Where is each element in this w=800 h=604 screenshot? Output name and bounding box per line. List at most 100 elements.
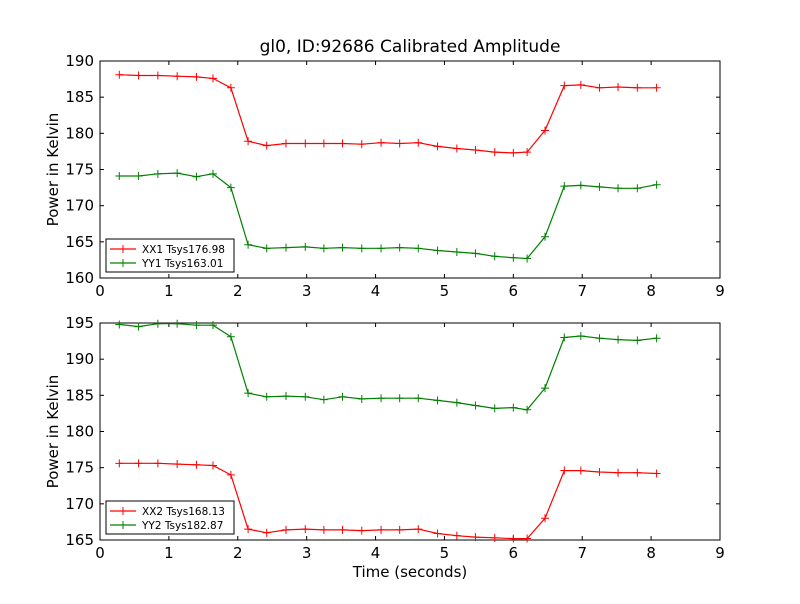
x-tick-label: 2 <box>233 282 243 300</box>
data-point <box>633 468 642 477</box>
data-point <box>395 243 404 252</box>
data-point <box>414 394 423 403</box>
data-point <box>452 398 461 407</box>
data-point <box>395 525 404 534</box>
data-point <box>192 460 201 469</box>
data-point <box>262 528 271 537</box>
data-point <box>414 244 423 253</box>
y-tick-label: 195 <box>65 314 94 332</box>
data-point <box>192 321 201 330</box>
y-tick-label: 160 <box>65 269 94 287</box>
legend-marker <box>119 521 127 529</box>
data-point <box>633 184 642 193</box>
x-tick-label: 6 <box>509 282 519 300</box>
data-point <box>560 182 569 191</box>
data-point <box>115 459 124 468</box>
data-point <box>471 533 480 542</box>
data-point <box>282 525 290 534</box>
x-tick-label: 5 <box>440 282 450 300</box>
data-point <box>208 169 217 178</box>
data-point <box>471 145 480 154</box>
data-point <box>173 460 182 469</box>
data-point <box>576 181 585 190</box>
data-point <box>433 396 442 405</box>
data-point <box>452 144 461 153</box>
data-point <box>414 525 423 534</box>
data-point <box>153 169 162 178</box>
data-point <box>262 392 271 401</box>
data-point <box>560 81 569 90</box>
data-point <box>338 139 347 148</box>
x-tick-label: 3 <box>302 282 312 300</box>
data-point <box>208 74 217 83</box>
bottom-panel: 0 1 2 3 4 5 6 7 8 9 165 170 175 180 185 190 195 Power in … <box>44 314 725 581</box>
x-tick-label: 8 <box>646 282 656 300</box>
data-point <box>414 138 423 147</box>
data-point <box>490 252 499 261</box>
data-point <box>523 534 532 543</box>
data-point <box>244 389 253 398</box>
data-point <box>319 244 328 253</box>
data-point <box>208 461 217 470</box>
data-point <box>173 72 182 81</box>
data-point <box>282 392 290 401</box>
data-point <box>614 83 623 92</box>
data-point <box>576 332 585 341</box>
data-point <box>301 242 310 251</box>
data-point <box>541 126 550 135</box>
data-point <box>226 83 235 92</box>
y-tick-label: 180 <box>65 124 94 142</box>
data-point <box>173 169 182 178</box>
data-point <box>192 172 201 181</box>
x-tick-label: 9 <box>715 544 725 562</box>
data-point <box>471 249 480 258</box>
data-point <box>652 334 661 343</box>
x-tick-label: 4 <box>371 544 381 562</box>
legend-label: YY1 Tsys163.01 <box>141 258 223 270</box>
data-point <box>595 468 604 477</box>
data-point <box>595 182 604 191</box>
data-point <box>377 244 386 253</box>
x-tick-label: 9 <box>715 282 725 300</box>
x-tick-label: 8 <box>646 544 656 562</box>
data-point <box>633 336 642 345</box>
data-point <box>576 80 585 89</box>
data-point <box>153 71 162 80</box>
data-point <box>490 533 499 542</box>
data-point <box>377 525 386 534</box>
data-point <box>338 525 347 534</box>
y-tick-label: 175 <box>65 459 94 477</box>
data-point <box>377 394 386 403</box>
data-point <box>490 404 499 413</box>
data-point <box>560 466 569 475</box>
data-point <box>509 403 518 412</box>
x-tick-label: 5 <box>440 544 450 562</box>
x-axis-label: Time (seconds) <box>352 563 468 581</box>
legend-label: XX2 Tsys168.13 <box>142 506 225 518</box>
data-point <box>595 83 604 92</box>
data-point <box>541 232 550 241</box>
data-point <box>301 525 310 534</box>
data-point <box>244 240 253 249</box>
data-point <box>192 72 201 81</box>
y-tick-label: 175 <box>65 161 94 179</box>
data-point <box>134 172 143 181</box>
data-point <box>377 138 386 147</box>
data-point <box>541 514 550 523</box>
y-axis-label: Power in Kelvin <box>44 375 62 489</box>
data-point <box>338 392 347 401</box>
data-point <box>614 468 623 477</box>
x-tick-label: 7 <box>577 282 587 300</box>
data-point <box>319 525 328 534</box>
data-point <box>395 394 404 403</box>
data-point <box>433 246 442 255</box>
data-point <box>509 534 518 543</box>
data-point <box>452 247 461 256</box>
data-point <box>134 459 143 468</box>
x-tick-label: 1 <box>164 282 174 300</box>
legend-marker <box>119 245 127 253</box>
legend-label: YY2 Tsys182.87 <box>141 520 223 532</box>
data-point <box>262 244 271 253</box>
data-point <box>490 148 499 157</box>
data-point <box>523 148 532 157</box>
